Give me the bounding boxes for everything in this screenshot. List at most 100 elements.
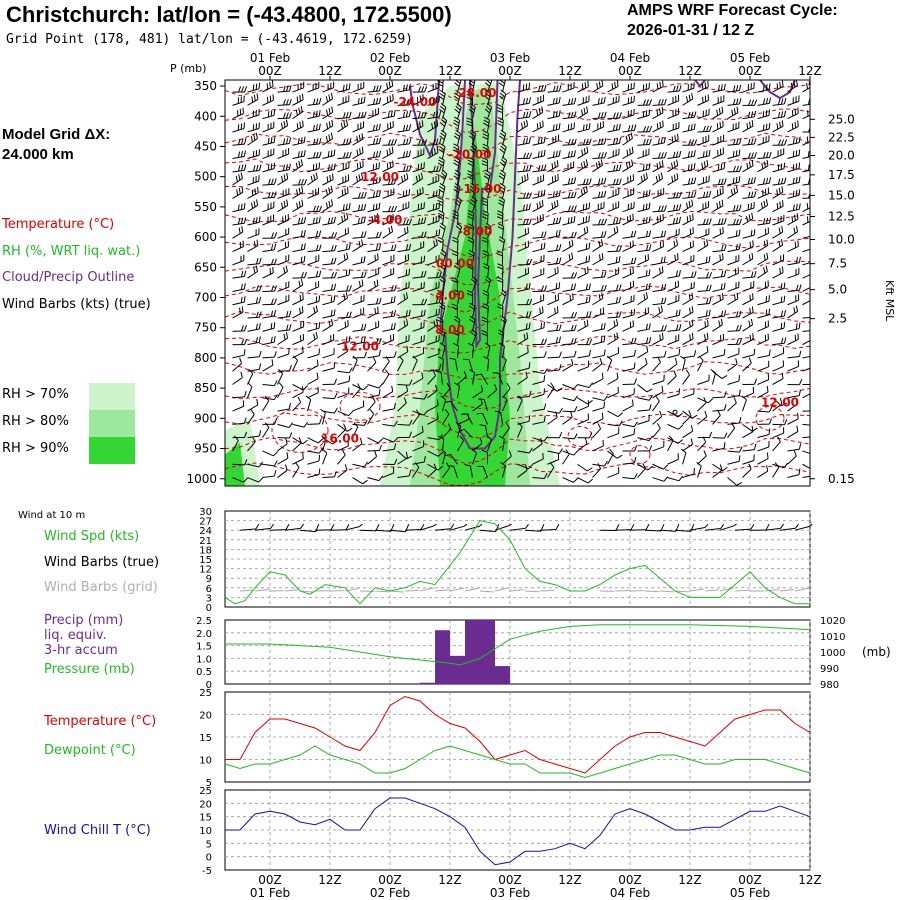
wind-barb (787, 268, 800, 279)
wind-barb (772, 177, 787, 186)
wind-barb (652, 463, 669, 470)
wind-barb (727, 477, 743, 486)
kft-tick-label: 22.5 (828, 130, 855, 144)
precip-bar (465, 620, 480, 684)
pressure-units-label: (mb) (862, 645, 891, 659)
wind-barb (802, 215, 810, 226)
wind-barb (757, 280, 769, 292)
wind-barb (802, 384, 810, 386)
wind-barb (337, 449, 346, 465)
wind-barb (607, 318, 619, 332)
wind-barb (637, 323, 651, 332)
wind-barb (397, 226, 409, 239)
wind-barb (367, 150, 382, 160)
surface-wind-barb-flag (450, 523, 455, 529)
wind-barb (547, 384, 563, 392)
wind-barb (367, 243, 382, 253)
wind-barb (757, 349, 771, 359)
wind-barb (532, 231, 547, 239)
legend-pressure: Pressure (mb) (44, 662, 135, 677)
time-tick-label-top: 12Z (318, 64, 342, 78)
time-tick-label-bottom: 12Z (678, 873, 702, 887)
grid-wind-barb (644, 590, 660, 593)
wind-barb (427, 308, 440, 319)
wind-barb (652, 152, 667, 160)
wind-barb (232, 435, 239, 452)
wind-barb (475, 373, 488, 385)
wind-barb (697, 431, 713, 439)
wind-barb (437, 236, 444, 252)
wind-barb (592, 439, 604, 452)
wind-barb (497, 276, 504, 292)
surface-wind-barb (524, 529, 541, 532)
wind-barb (452, 236, 459, 252)
wind-barb (439, 116, 448, 133)
wind-barb (337, 161, 350, 173)
wind-barb (712, 178, 727, 186)
wind-barb (697, 201, 710, 213)
wind-barb (453, 129, 462, 146)
wind-barb (337, 269, 351, 279)
wind-barb (247, 265, 258, 279)
wind-barb (757, 452, 769, 465)
wind-barb (497, 329, 505, 345)
wind-barb (517, 395, 523, 412)
wind-barb (322, 173, 334, 186)
wind-barb (247, 409, 255, 425)
wind-barb (697, 228, 710, 239)
wind-barb (292, 462, 300, 478)
cross-section-plot (225, 80, 810, 486)
wind-barb (322, 407, 338, 414)
wind-barb (277, 188, 290, 199)
wind-barb (322, 149, 336, 160)
wind-barb (787, 360, 800, 372)
wind-barb (247, 296, 262, 306)
model-grid-label: Model Grid ΔX: (2, 126, 111, 143)
wind-barb (277, 98, 292, 106)
wind-barb (472, 437, 483, 452)
wind-barb (667, 108, 680, 120)
temp-panel-ytick-label: 15 (199, 733, 212, 744)
grid-wind-barb (659, 590, 675, 593)
wind-barb (592, 177, 607, 186)
wind-barb (607, 201, 620, 213)
wind-barb (262, 285, 278, 292)
wind-barb (667, 173, 679, 186)
pressure-ytick-label: 1010 (820, 632, 845, 643)
wind-barb (772, 214, 785, 226)
wind-barb (622, 308, 636, 319)
wind-barb (468, 249, 475, 265)
pressure-ytick-label: 1000 (820, 648, 845, 659)
wind-barb (772, 397, 783, 412)
wind-barb (322, 199, 334, 213)
wind-barb (607, 226, 619, 239)
wind-barb (262, 359, 274, 372)
wind-panel-ytick-label: 0 (206, 603, 212, 614)
wind-barb (727, 417, 742, 425)
surface-wind-barb-flag (433, 523, 437, 527)
wind-barb (453, 156, 461, 172)
wind-barb (232, 357, 243, 372)
wind-barb (496, 250, 504, 265)
wind-barb (562, 311, 578, 319)
wind-barb (232, 202, 246, 213)
wind-barb (652, 240, 664, 253)
wind-barb (232, 226, 244, 239)
wind-barb (382, 443, 397, 452)
wind-barb (652, 305, 663, 319)
wind-barb (442, 423, 452, 439)
wind-barb (352, 384, 369, 391)
time-tick-label-top: 00Z (738, 64, 762, 78)
wind-barb (367, 320, 380, 332)
wind-barb (757, 295, 770, 306)
legend-cloud: Cloud/Precip Outline (2, 270, 135, 285)
wind-barb (232, 240, 244, 253)
pressure-tick-label: 500 (194, 170, 217, 184)
wind-barb (637, 283, 651, 292)
wind-barb (497, 263, 504, 279)
legend-temperature-2: Temperature (°C) (44, 714, 157, 729)
wind-barb (787, 136, 801, 146)
temperature-contour-label: -8.00 (458, 224, 493, 238)
wind-barb (757, 187, 770, 199)
wind-barb (607, 467, 620, 479)
